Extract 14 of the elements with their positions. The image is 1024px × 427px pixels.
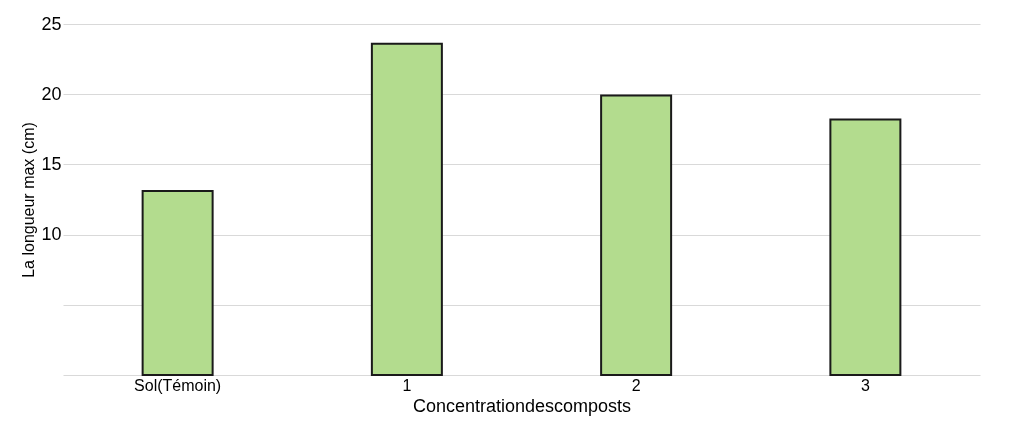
x-tick-label: Sol(Témoin) (134, 376, 222, 394)
y-tick-label: 25 (41, 13, 62, 34)
y-tick-label: 15 (41, 153, 62, 174)
x-tick-label: 3 (860, 376, 870, 394)
x-tick-label: 1 (402, 376, 412, 394)
y-tick-label: 20 (41, 83, 62, 104)
bar (600, 94, 673, 376)
x-axis-title: Concentrationdescomposts (412, 395, 632, 416)
y-axis-title: La longueur max (cm) (20, 122, 38, 278)
x-tick-label: 2 (631, 376, 641, 394)
bar (829, 118, 902, 376)
bar (370, 42, 443, 376)
y-tick-label: 10 (41, 224, 62, 245)
bar (141, 190, 214, 376)
